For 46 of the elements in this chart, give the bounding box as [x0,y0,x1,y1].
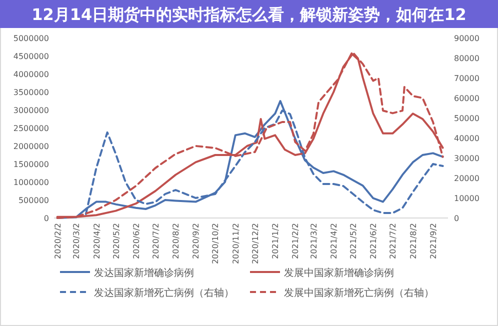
y2-tick-label: 90000 [454,34,480,43]
x-tick-label: 2020/12/2 [250,223,260,264]
y-tick-label: 2000000 [13,142,49,151]
y-tick-label: 500000 [18,196,49,205]
x-tick-label: 2021/4/2 [330,223,339,259]
x-tick-label: 2021/5/2 [349,223,358,259]
y2-tick-label: 0 [454,214,460,223]
x-tick-label: 2021/2/2 [291,223,300,259]
y-tick-label: 4500000 [13,52,49,61]
legend-label: 发达国家新增确诊病例 [94,267,194,279]
y2-tick-label: 80000 [454,54,480,63]
y2-tick-label: 20000 [454,174,480,183]
y-tick-label: 2500000 [13,124,49,133]
x-tick-label: 2021/1/2 [271,223,280,259]
x-tick-label: 2020/8/2 [172,223,181,259]
y-tick-label: 4000000 [13,70,49,79]
y2-tick-label: 30000 [454,154,480,163]
x-tick-label: 2020/4/2 [92,223,102,259]
x-tick-label: 2020/6/2 [132,223,141,259]
x-tick-label: 2020/7/2 [151,223,160,259]
x-tick-label: 2021/8/2 [408,223,418,259]
x-tick-label: 2021/9/2 [429,223,438,259]
x-tick-label: 2021/6/2 [369,223,378,259]
x-tick-label: 2020/2/2 [53,223,62,259]
x-tick-label: 2021/7/2 [388,223,398,259]
legend-label: 发达国家新增死亡病例（右轴） [94,287,234,299]
legend-label: 发展中国家新增死亡病例（右轴） [284,287,434,299]
y-tick-label: 3000000 [13,106,49,115]
y-tick-label: 1500000 [13,160,49,169]
x-tick-label: 2020/11/2 [231,223,240,264]
y2-tick-label: 10000 [454,194,480,203]
y-tick-label: 3500000 [13,88,49,97]
x-tick-label: 2020/3/2 [72,223,82,259]
legend-label: 发展中国家新增确诊病例 [284,267,394,279]
x-tick-label: 2020/5/2 [112,223,121,259]
y2-tick-label: 40000 [454,134,480,143]
y-tick-label: 0 [44,214,49,223]
x-tick-label: 2021/3/2 [309,223,318,259]
y-tick-label: 5000000 [13,34,49,43]
y2-tick-label: 60000 [454,94,480,103]
chart-title: 12月14日期货中的实时指标怎么看，解锁新姿势，如何在12 [32,5,466,24]
x-tick-label: 2020/10/2 [211,223,220,264]
y-tick-label: 1000000 [13,178,49,187]
x-tick-label: 2020/9/2 [192,223,201,259]
y2-tick-label: 50000 [454,114,480,123]
y2-tick-label: 70000 [454,74,480,83]
